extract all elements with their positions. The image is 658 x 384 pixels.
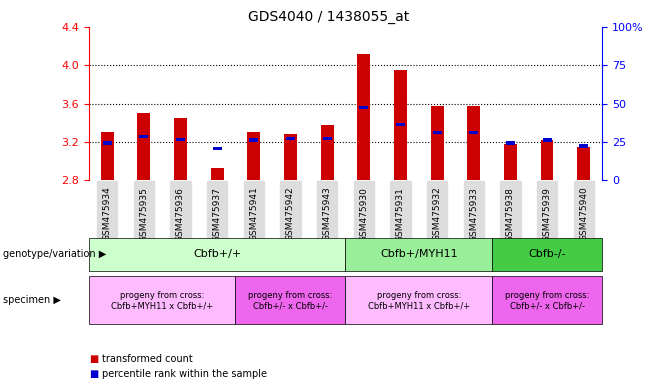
Bar	[174, 118, 187, 180]
Bar	[101, 132, 114, 180]
Bar	[431, 106, 443, 180]
Bar	[504, 144, 517, 180]
Bar	[213, 147, 222, 151]
Bar	[286, 137, 295, 140]
Text: percentile rank within the sample: percentile rank within the sample	[102, 369, 267, 379]
Bar	[394, 70, 407, 180]
Bar	[103, 141, 112, 145]
Text: progeny from cross:
Cbfb+/- x Cbfb+/-: progeny from cross: Cbfb+/- x Cbfb+/-	[505, 291, 590, 310]
Bar	[176, 137, 185, 141]
Text: Cbfb+/MYH11: Cbfb+/MYH11	[380, 249, 457, 260]
Bar	[577, 147, 590, 180]
Text: Cbfb-/-: Cbfb-/-	[528, 249, 566, 260]
Bar	[506, 141, 515, 145]
Bar	[432, 131, 442, 134]
Text: ■: ■	[89, 369, 98, 379]
Text: Cbfb+/+: Cbfb+/+	[193, 249, 241, 260]
Text: ■: ■	[89, 354, 98, 364]
Bar	[469, 131, 478, 134]
Text: GDS4040 / 1438055_at: GDS4040 / 1438055_at	[248, 10, 410, 23]
Text: specimen ▶: specimen ▶	[3, 295, 61, 306]
Bar	[247, 132, 260, 180]
Bar	[320, 125, 334, 180]
Bar	[249, 139, 259, 142]
Bar	[322, 137, 332, 140]
Text: progeny from cross:
Cbfb+MYH11 x Cbfb+/+: progeny from cross: Cbfb+MYH11 x Cbfb+/+	[111, 291, 213, 310]
Bar	[359, 106, 368, 109]
Bar	[211, 168, 224, 180]
Bar	[396, 123, 405, 126]
Bar	[138, 113, 150, 180]
Bar	[543, 139, 551, 142]
Bar	[139, 135, 148, 138]
Text: genotype/variation ▶: genotype/variation ▶	[3, 249, 107, 260]
Bar	[357, 54, 370, 180]
Bar	[541, 140, 553, 180]
Bar	[467, 106, 480, 180]
Text: transformed count: transformed count	[102, 354, 193, 364]
Bar	[579, 144, 588, 147]
Text: progeny from cross:
Cbfb+/- x Cbfb+/-: progeny from cross: Cbfb+/- x Cbfb+/-	[248, 291, 333, 310]
Bar	[284, 134, 297, 180]
Text: progeny from cross:
Cbfb+MYH11 x Cbfb+/+: progeny from cross: Cbfb+MYH11 x Cbfb+/+	[368, 291, 470, 310]
